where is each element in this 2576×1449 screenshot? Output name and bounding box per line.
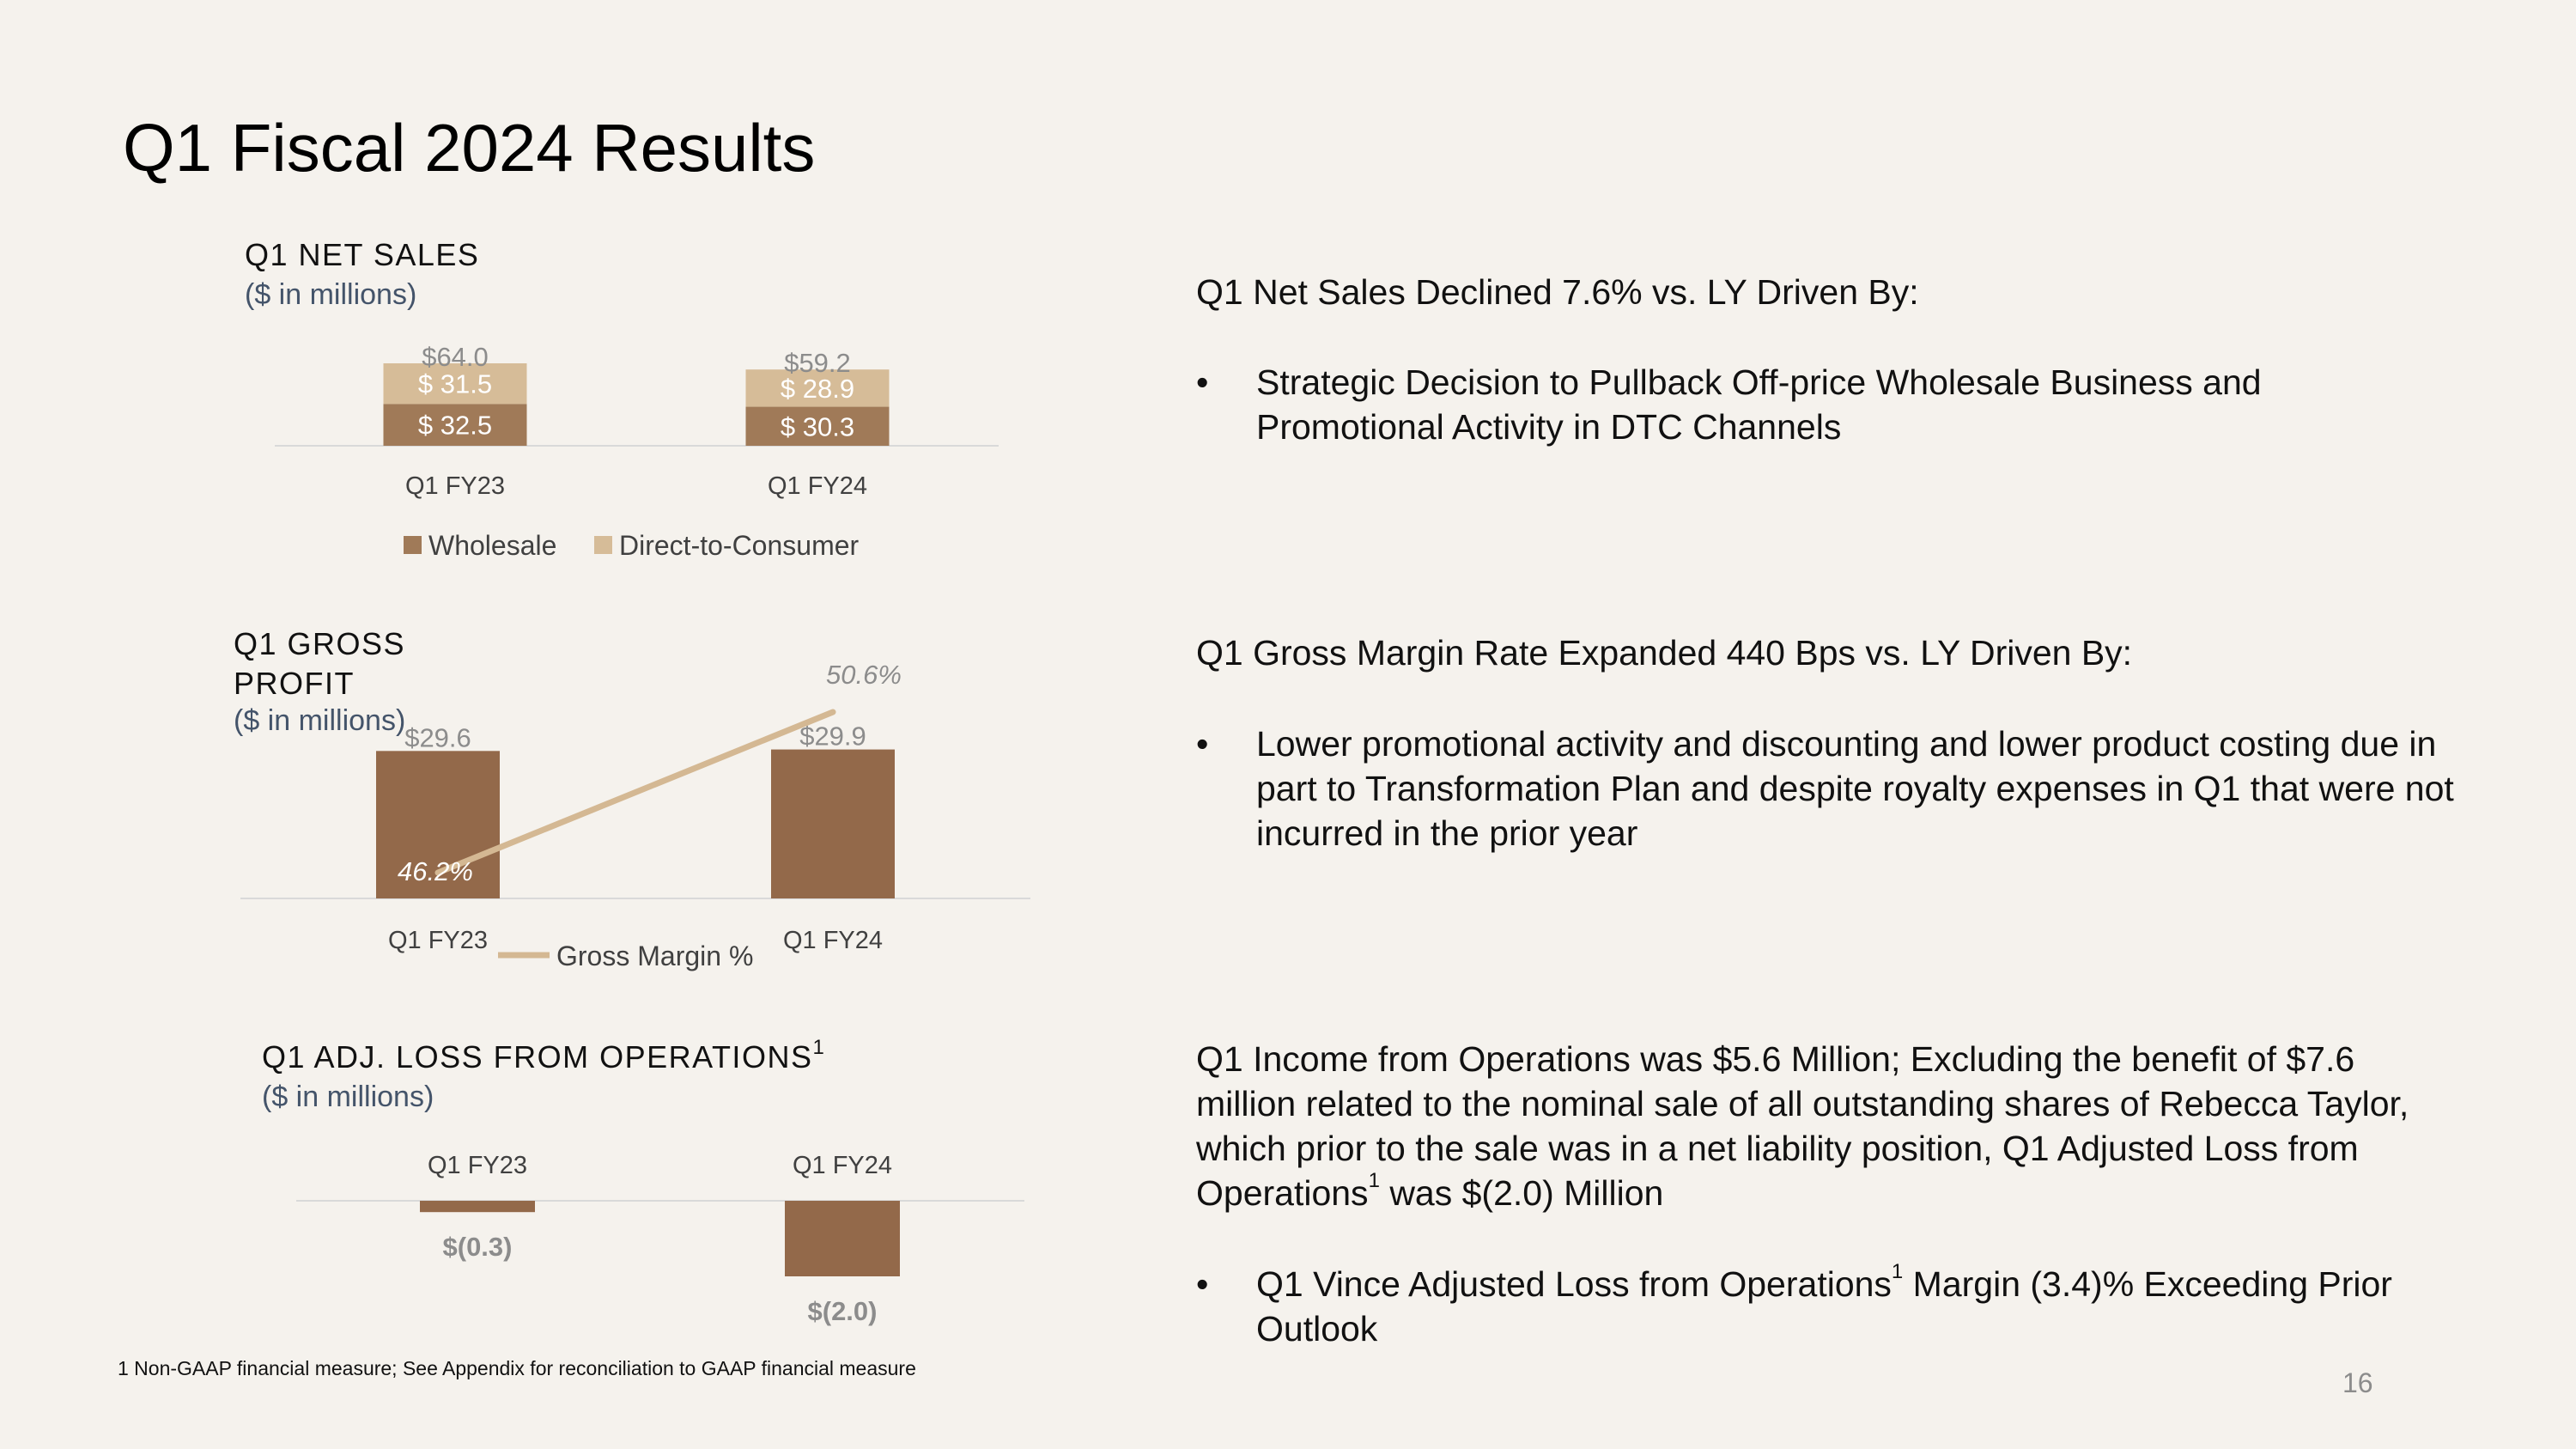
adj-loss-title-sup: 1 <box>812 1036 826 1059</box>
bar-wholesale <box>383 404 527 446</box>
net-sales-heading: Q1 Net Sales Declined 7.6% vs. LY Driven… <box>1196 272 1919 312</box>
operations-heading-text: Q1 Income from Operations was $5.6 Milli… <box>1196 1039 2409 1213</box>
x-tick-label: Q1 FY23 <box>405 472 505 500</box>
gross-margin-bullet-text: Lower promotional activity and discounti… <box>1256 724 2454 853</box>
net-sales-bullet-text: Strategic Decision to Pullback Off-price… <box>1256 362 2262 447</box>
adj-loss-title: Q1 ADJ. LOSS FROM OPERATIONS1 <box>262 1038 825 1077</box>
operations-heading-text-end: was $(2.0) Million <box>1379 1173 1664 1213</box>
legend-label: Direct-to-Consumer <box>619 530 860 561</box>
bar-dtc <box>383 363 527 405</box>
x-tick-label: Q1 FY24 <box>783 927 883 954</box>
slide-title: Q1 Fiscal 2024 Results <box>123 110 816 186</box>
adj-loss-subtitle: ($ in millions) <box>262 1081 434 1113</box>
value-label: $29.6 <box>404 722 471 752</box>
data-label: $ 32.5 <box>418 411 492 441</box>
bar <box>785 1201 900 1276</box>
operations-bullet-text-start: Q1 Vince Adjusted Loss from Operations <box>1256 1264 1892 1304</box>
bar-dtc <box>745 369 890 407</box>
bullet-dot: • <box>1196 724 1209 764</box>
gross-margin-line <box>434 709 836 876</box>
gross-margin-heading: Q1 Gross Margin Rate Expanded 440 Bps vs… <box>1196 633 2133 673</box>
value-label: $(0.3) <box>443 1232 513 1262</box>
value-label: $29.9 <box>799 721 866 752</box>
bar <box>420 1201 535 1213</box>
operations-bullet-sup: 1 <box>1891 1260 1904 1283</box>
data-label: $ 30.3 <box>781 411 854 441</box>
total-label: $64.0 <box>422 342 489 372</box>
data-label: $ 31.5 <box>418 369 492 399</box>
bar-wholesale <box>745 406 890 446</box>
x-tick-label: Q1 FY24 <box>768 472 867 500</box>
x-tick-label: Q1 FY23 <box>428 1152 527 1179</box>
adj-loss-title-text: Q1 ADJ. LOSS FROM OPERATIONS <box>262 1039 813 1075</box>
x-tick-label: Q1 FY24 <box>793 1152 892 1179</box>
operations-bullet-text-end: Margin (3.4)% Exceeding Prior Outlook <box>1256 1264 2392 1349</box>
footnote: 1 Non-GAAP financial measure; See Append… <box>118 1357 916 1379</box>
total-label: $59.2 <box>784 348 851 378</box>
net-sales-title: Q1 NET SALES <box>245 237 480 272</box>
margin-label: 46.2% <box>398 856 473 886</box>
bar <box>771 749 895 898</box>
gross-profit-subtitle: ($ in millions) <box>234 704 406 737</box>
legend-swatch <box>594 536 612 554</box>
operations-heading: Q1 Income from Operations was $5.6 Milli… <box>1196 1037 2450 1215</box>
value-label: $(2.0) <box>808 1296 878 1326</box>
net-sales-subtitle: ($ in millions) <box>245 278 417 311</box>
operations-bullet-text: Q1 Vince Adjusted Loss from Operations1 … <box>1256 1262 2450 1351</box>
page-number: 16 <box>2342 1367 2373 1398</box>
operations-heading-sup: 1 <box>1368 1169 1380 1192</box>
margin-label: 50.6% <box>826 660 902 690</box>
legend-label: Gross Margin % <box>556 941 753 971</box>
bullet-dot: • <box>1196 362 1209 402</box>
gross-profit-title: Q1 GROSS PROFIT <box>234 626 406 701</box>
bullet-dot: • <box>1196 1264 1209 1304</box>
legend-label: Wholesale <box>428 530 556 561</box>
x-tick-label: Q1 FY23 <box>388 927 488 954</box>
legend-swatch <box>404 536 422 554</box>
data-label: $ 28.9 <box>781 374 854 404</box>
